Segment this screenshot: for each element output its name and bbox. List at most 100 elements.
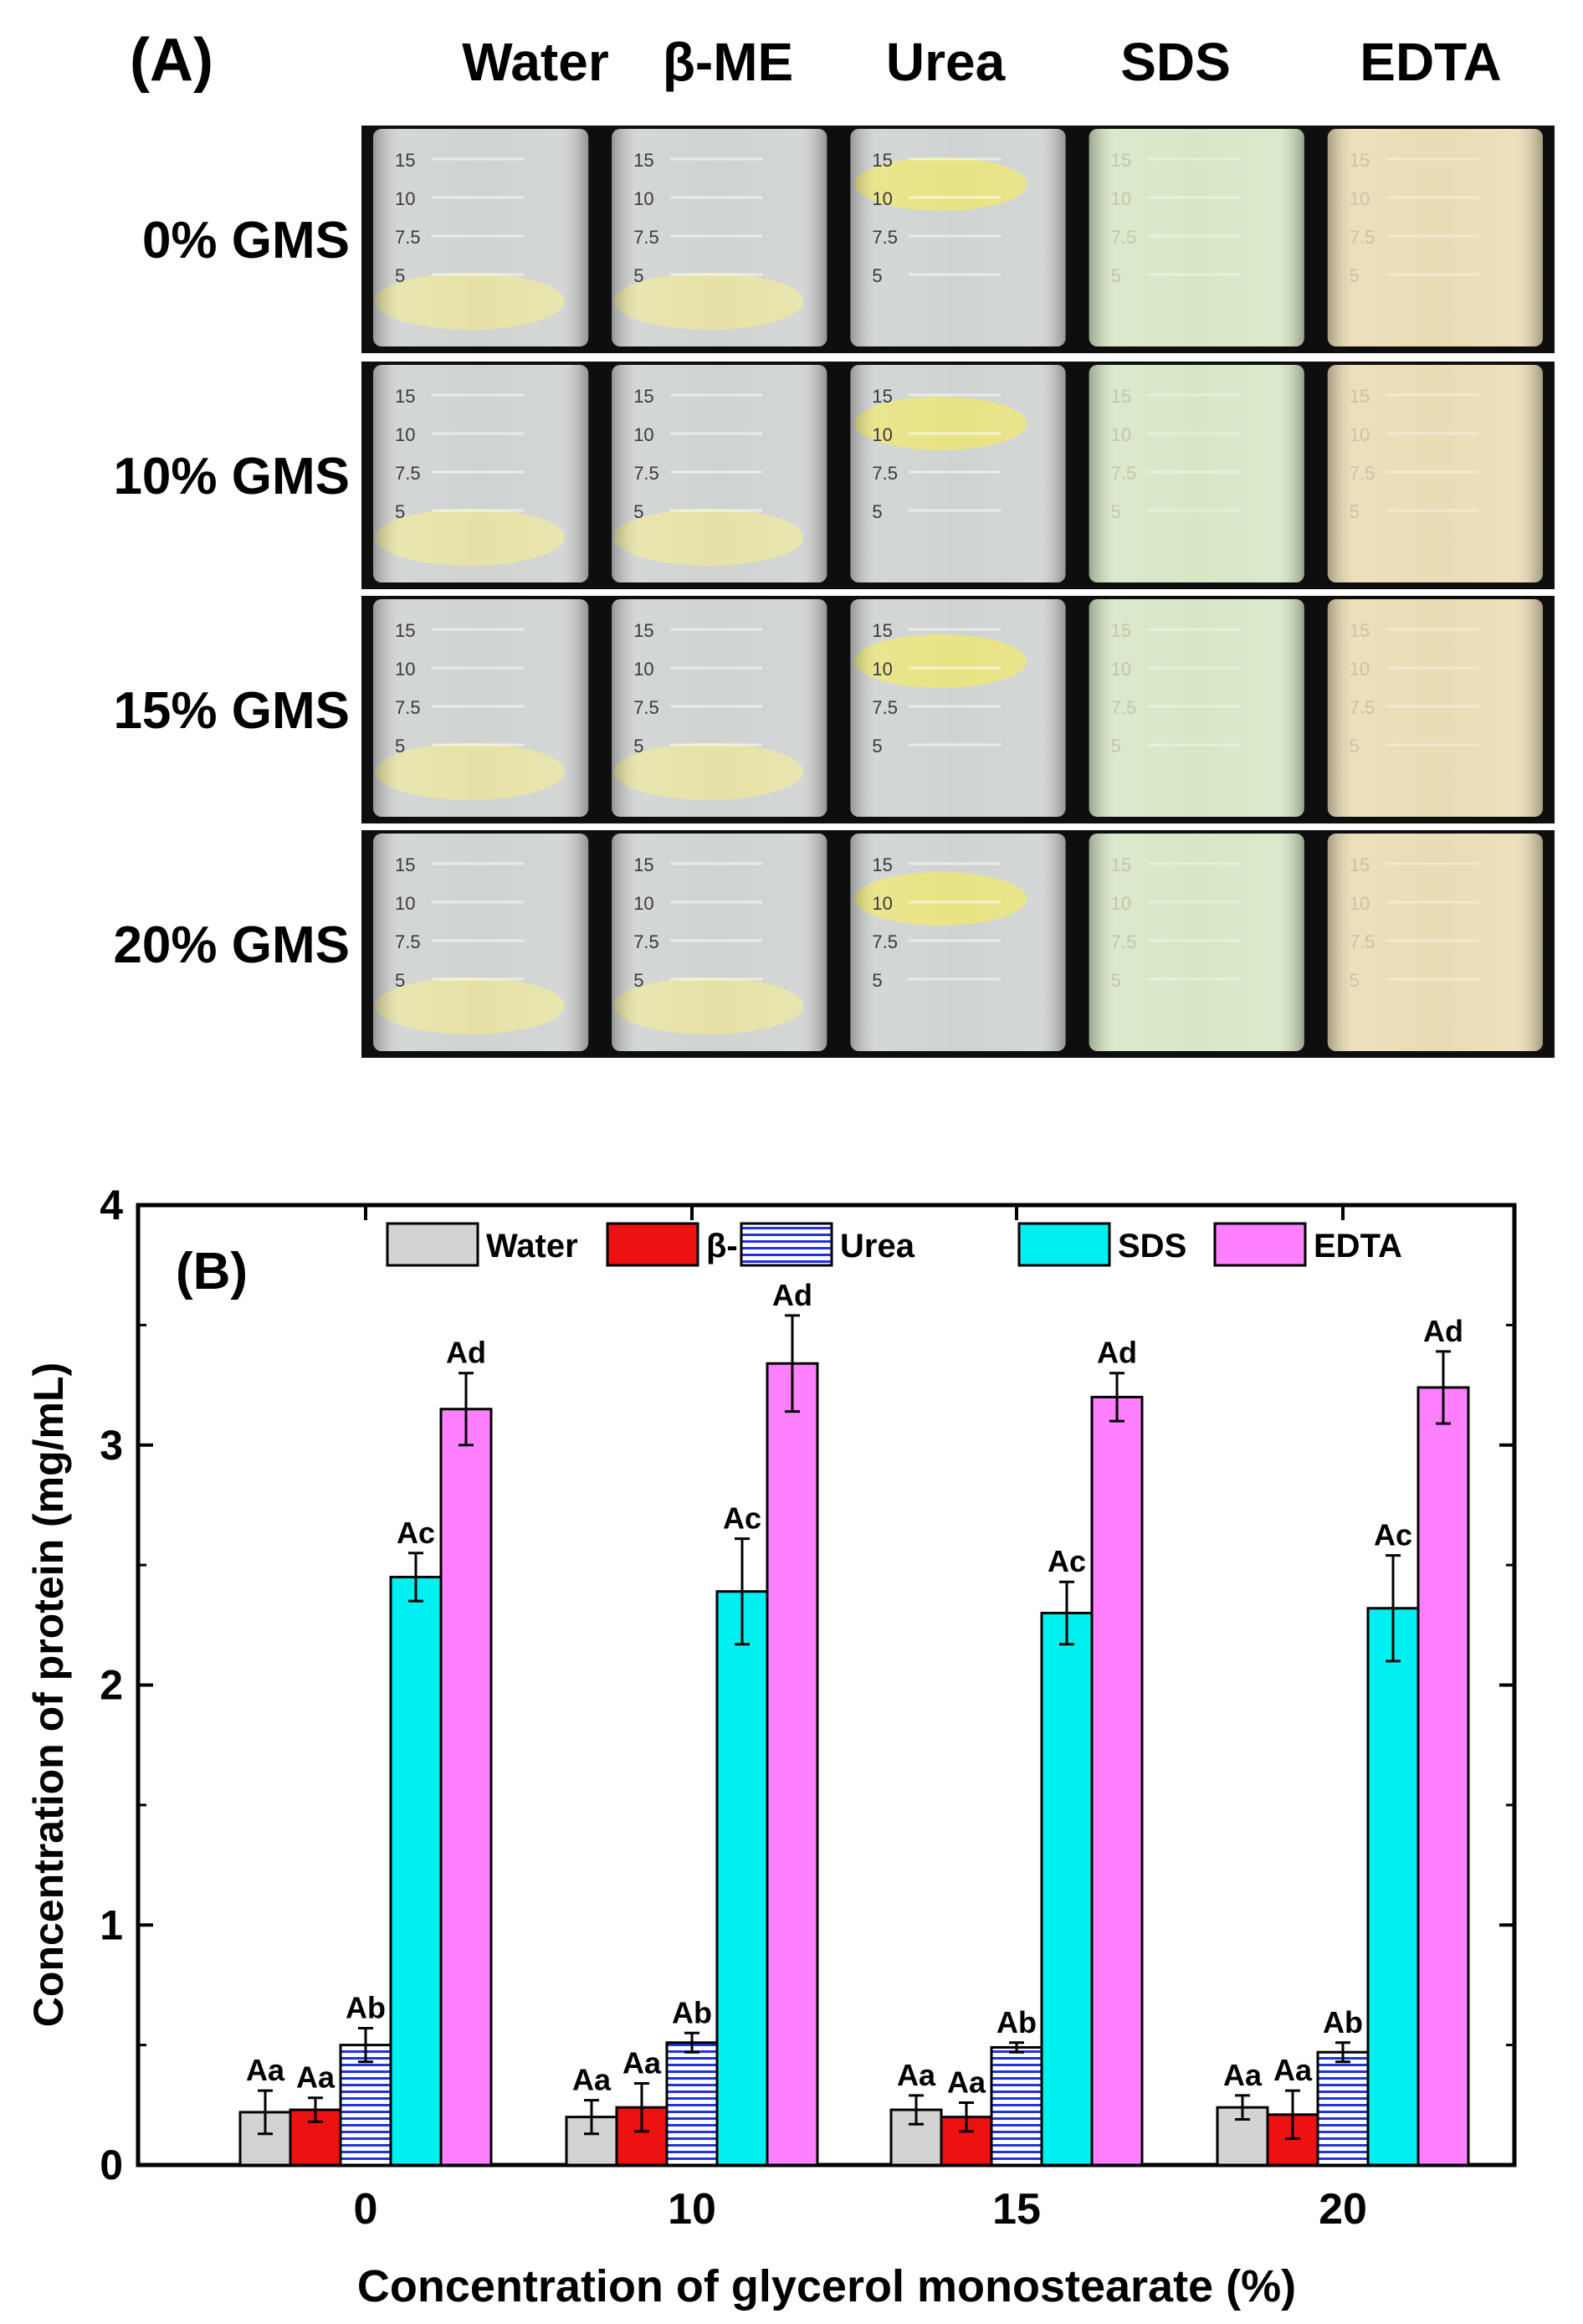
beaker: 15 10 7.5 5 bbox=[1089, 599, 1304, 817]
scale-mark-label: 7.5 bbox=[1350, 697, 1376, 718]
scale-mark-label: 7.5 bbox=[1111, 931, 1137, 952]
scale-mark-label: 5 bbox=[633, 501, 643, 522]
scale-mark-label: 10 bbox=[872, 659, 892, 680]
beaker-glass bbox=[1089, 834, 1304, 1051]
data-label: Ac bbox=[1374, 1518, 1412, 1552]
scale-mark-label: 15 bbox=[872, 620, 892, 641]
bar bbox=[439, 1408, 493, 2167]
chart-panel-label: (B) bbox=[176, 1243, 248, 1301]
bar bbox=[389, 1575, 443, 2167]
beaker: 15 10 7.5 5 bbox=[612, 834, 827, 1051]
row-label: 15% GMS bbox=[113, 682, 350, 740]
legend-swatch bbox=[606, 1222, 699, 1267]
x-tick-label: 10 bbox=[668, 2185, 716, 2234]
scale-mark-label: 10 bbox=[872, 424, 892, 445]
x-axis-label: Concentration of glycerol monostearate (… bbox=[357, 2261, 1296, 2311]
bar bbox=[766, 1362, 819, 2167]
scale-mark-label: 7.5 bbox=[633, 227, 659, 248]
scale-mark-label: 5 bbox=[1350, 265, 1360, 286]
beaker: 15 10 7.5 5 bbox=[850, 365, 1066, 582]
beaker-glass bbox=[1089, 599, 1304, 817]
data-label: Aa bbox=[296, 2060, 336, 2095]
beaker: 15 10 7.5 5 bbox=[1089, 129, 1304, 346]
scale-mark-label: 5 bbox=[633, 736, 643, 757]
bar bbox=[665, 2041, 719, 2167]
beaker: 15 10 7.5 5 bbox=[1327, 365, 1543, 582]
scale-mark-label: 15 bbox=[1111, 620, 1131, 641]
beaker: 15 10 7.5 5 bbox=[850, 129, 1066, 346]
plot-frame bbox=[136, 1203, 1517, 2168]
y-axis-label: Concentration of protein (mg/mL) bbox=[25, 1362, 72, 2027]
beaker-glass bbox=[850, 599, 1066, 817]
scale-mark-label: 7.5 bbox=[633, 697, 659, 718]
beaker: 15 10 7.5 5 bbox=[1089, 834, 1304, 1051]
beaker-glass bbox=[1327, 834, 1543, 1051]
panel-a-photo-grid: (A) Water β-ME Urea SDS EDTA 0% GMS 10% GMS 15… bbox=[113, 27, 1555, 1058]
beaker-glass bbox=[612, 365, 827, 582]
data-label: Ad bbox=[772, 1278, 812, 1312]
bar bbox=[1040, 1611, 1094, 2167]
x-tick-label: 15 bbox=[992, 2185, 1041, 2234]
scale-mark-label: 15 bbox=[633, 620, 653, 641]
beaker: 15 10 7.5 5 bbox=[612, 599, 827, 817]
scale-mark-label: 10 bbox=[1111, 188, 1131, 209]
scale-mark-label: 7.5 bbox=[872, 463, 898, 484]
scale-mark-label: 5 bbox=[872, 501, 882, 522]
x-axis: 0 10 15 20 bbox=[354, 1205, 1367, 2234]
scale-mark-label: 10 bbox=[395, 188, 415, 209]
scale-mark-label: 15 bbox=[872, 854, 892, 875]
scale-mark-label: 15 bbox=[633, 150, 653, 171]
scale-mark-label: 5 bbox=[633, 265, 643, 286]
scale-mark-label: 15 bbox=[395, 386, 415, 407]
scale-mark-label: 15 bbox=[1111, 854, 1131, 875]
scale-mark-label: 5 bbox=[872, 736, 882, 757]
scale-mark-label: 15 bbox=[633, 386, 653, 407]
scale-mark-label: 7.5 bbox=[1111, 697, 1137, 718]
scale-mark-label: 5 bbox=[872, 265, 882, 286]
scale-mark-label: 10 bbox=[1111, 659, 1131, 680]
scale-mark-label: 7.5 bbox=[633, 463, 659, 484]
beaker-glass bbox=[850, 365, 1066, 582]
bar bbox=[990, 2045, 1043, 2167]
panel-a-label: (A) bbox=[130, 27, 213, 94]
scale-mark-label: 5 bbox=[395, 501, 405, 522]
scale-mark-label: 10 bbox=[1111, 424, 1131, 445]
data-label: Ab bbox=[996, 2005, 1037, 2039]
scale-mark-label: 7.5 bbox=[1350, 227, 1376, 248]
beaker-glass bbox=[1327, 365, 1543, 582]
beaker: 15 10 7.5 5 bbox=[1327, 129, 1543, 346]
column-header: Water bbox=[462, 32, 608, 92]
scale-mark-label: 15 bbox=[872, 386, 892, 407]
column-header: Urea bbox=[886, 32, 1006, 92]
data-label: Ad bbox=[1423, 1314, 1463, 1348]
beaker: 15 10 7.5 5 bbox=[850, 834, 1066, 1051]
data-label: Aa bbox=[622, 2046, 662, 2080]
scale-mark-label: 7.5 bbox=[872, 931, 898, 952]
legend-label: Urea bbox=[840, 1228, 915, 1265]
data-label: Aa bbox=[897, 2058, 936, 2092]
y-tick-label: 0 bbox=[100, 2142, 123, 2188]
bar bbox=[1090, 1395, 1144, 2167]
scale-mark-label: 15 bbox=[395, 854, 415, 875]
data-label: Ab bbox=[672, 1995, 712, 2029]
legend-label: SDS bbox=[1118, 1228, 1186, 1265]
column-header: SDS bbox=[1120, 32, 1231, 92]
scale-mark-label: 15 bbox=[872, 150, 892, 171]
scale-mark-label: 5 bbox=[1111, 501, 1121, 522]
y-axis: 0 1 2 3 4 bbox=[100, 1182, 1514, 2188]
scale-mark-label: 10 bbox=[1350, 188, 1370, 209]
scale-mark-label: 5 bbox=[395, 970, 405, 991]
scale-mark-label: 15 bbox=[1111, 150, 1131, 171]
bar bbox=[1417, 1386, 1470, 2167]
row-label: 0% GMS bbox=[142, 212, 350, 269]
legend-swatch bbox=[386, 1222, 479, 1267]
scale-mark-label: 10 bbox=[1350, 424, 1370, 445]
data-label: Aa bbox=[1223, 2058, 1263, 2092]
scale-mark-label: 10 bbox=[872, 188, 892, 209]
beaker-glass bbox=[1089, 129, 1304, 346]
beaker: 15 10 7.5 5 bbox=[373, 129, 589, 346]
y-tick-label: 3 bbox=[100, 1422, 123, 1469]
data-label: Aa bbox=[1273, 2053, 1313, 2087]
row-label: 10% GMS bbox=[113, 448, 350, 505]
y-tick-label: 4 bbox=[100, 1182, 123, 1229]
